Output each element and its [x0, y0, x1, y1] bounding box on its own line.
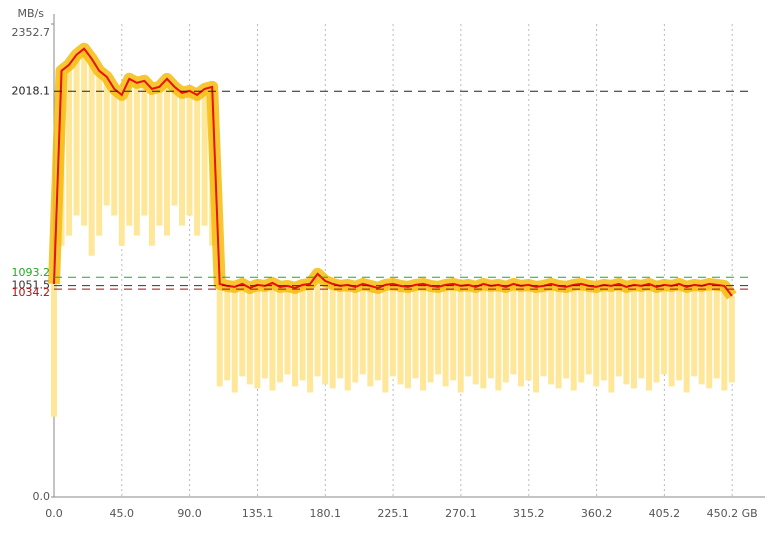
- x-tick-label: 450.2 GB: [707, 507, 758, 520]
- y-axis-label: MB/s: [18, 7, 45, 20]
- x-tick-label: 360.2: [581, 507, 613, 520]
- x-tick-label: 135.1: [242, 507, 274, 520]
- reference-label: 1034.2: [12, 286, 51, 299]
- y-tick-label: 0.0: [33, 490, 51, 503]
- x-tick-label: 270.1: [445, 507, 477, 520]
- average-line: [53, 47, 733, 297]
- reference-label: 1093.2: [12, 266, 51, 279]
- reference-label: 1051.5: [12, 279, 51, 292]
- x-tick-label: 0.0: [45, 507, 63, 520]
- reference-label: 2018.1: [12, 84, 51, 97]
- x-tick-label: 405.2: [649, 507, 681, 520]
- x-tick-label: 90.0: [177, 507, 202, 520]
- y-tick-label: 2352.7: [12, 26, 51, 39]
- x-tick-label: 180.1: [310, 507, 342, 520]
- x-tick-label: 225.1: [377, 507, 409, 520]
- x-tick-label: 45.0: [110, 507, 135, 520]
- x-tick-label: 315.2: [513, 507, 545, 520]
